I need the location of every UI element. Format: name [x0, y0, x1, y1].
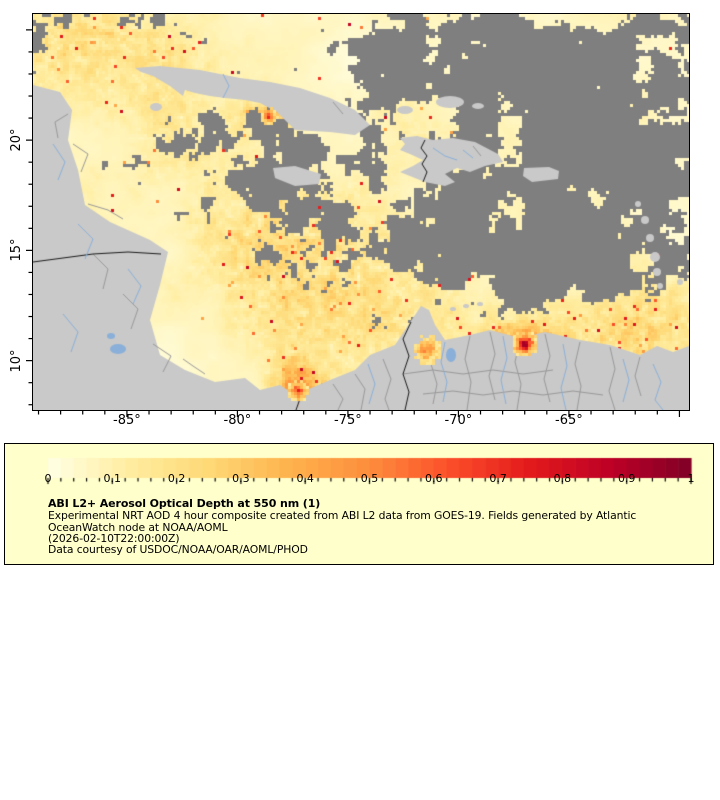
colorbar-tick-label: 0.8: [553, 472, 572, 485]
colorbar-tick-label: 0.7: [489, 472, 507, 485]
legend-description-line-1: Experimental NRT AOD 4 hour composite cr…: [48, 509, 637, 523]
y-axis-tick-label: 15°: [8, 238, 24, 262]
colorbar-tick-label: 1: [687, 472, 695, 485]
x-axis-tick-label: -85°: [113, 413, 141, 428]
map-plot-area: [31, 12, 690, 411]
colorbar-canvas: [5, 456, 713, 498]
legend-description-line-2: OceanWatch node at NOAA/AOML: [48, 520, 228, 534]
colorbar-tick-label: 0.5: [360, 472, 379, 485]
colorbar-tick-label: 0: [44, 472, 52, 485]
colorbar-tick-label: 0.4: [296, 472, 314, 485]
y-axis-tick-label: 10°: [8, 349, 24, 373]
colorbar-tick-label: 0.1: [103, 472, 122, 485]
colorbar-tick-label: 0.3: [232, 472, 250, 485]
x-axis-tick-label: -65°: [555, 413, 583, 428]
legend-text-block: ABI L2+ Aerosol Optical Depth at 550 nm …: [48, 497, 637, 557]
x-axis-tick-label: -80°: [223, 413, 252, 428]
legend-timestamp: (2026-02-10T22:00:00Z): [48, 531, 180, 545]
aod-raster-map-canvas: [32, 13, 689, 410]
x-axis-tick-label: -70°: [444, 413, 473, 428]
colorbar-tick-label: 0.6: [425, 472, 443, 485]
y-axis-tick-label: 20°: [8, 128, 24, 152]
x-axis-tick-label: -75°: [334, 413, 362, 428]
colorbar-tick-label: 0.2: [167, 472, 186, 485]
legend-title: ABI L2+ Aerosol Optical Depth at 550 nm …: [48, 497, 321, 510]
legend-credit: Data courtesy of USDOC/NOAA/OAR/AOML/PHO…: [48, 543, 308, 557]
legend-panel: 0 0.1 0.2 0.3 0.4 0.5 0.6 0.7 0.8 0.9 1 ABI L2+ Ae…: [4, 443, 714, 565]
colorbar-tick-label: 0.9: [617, 472, 636, 485]
